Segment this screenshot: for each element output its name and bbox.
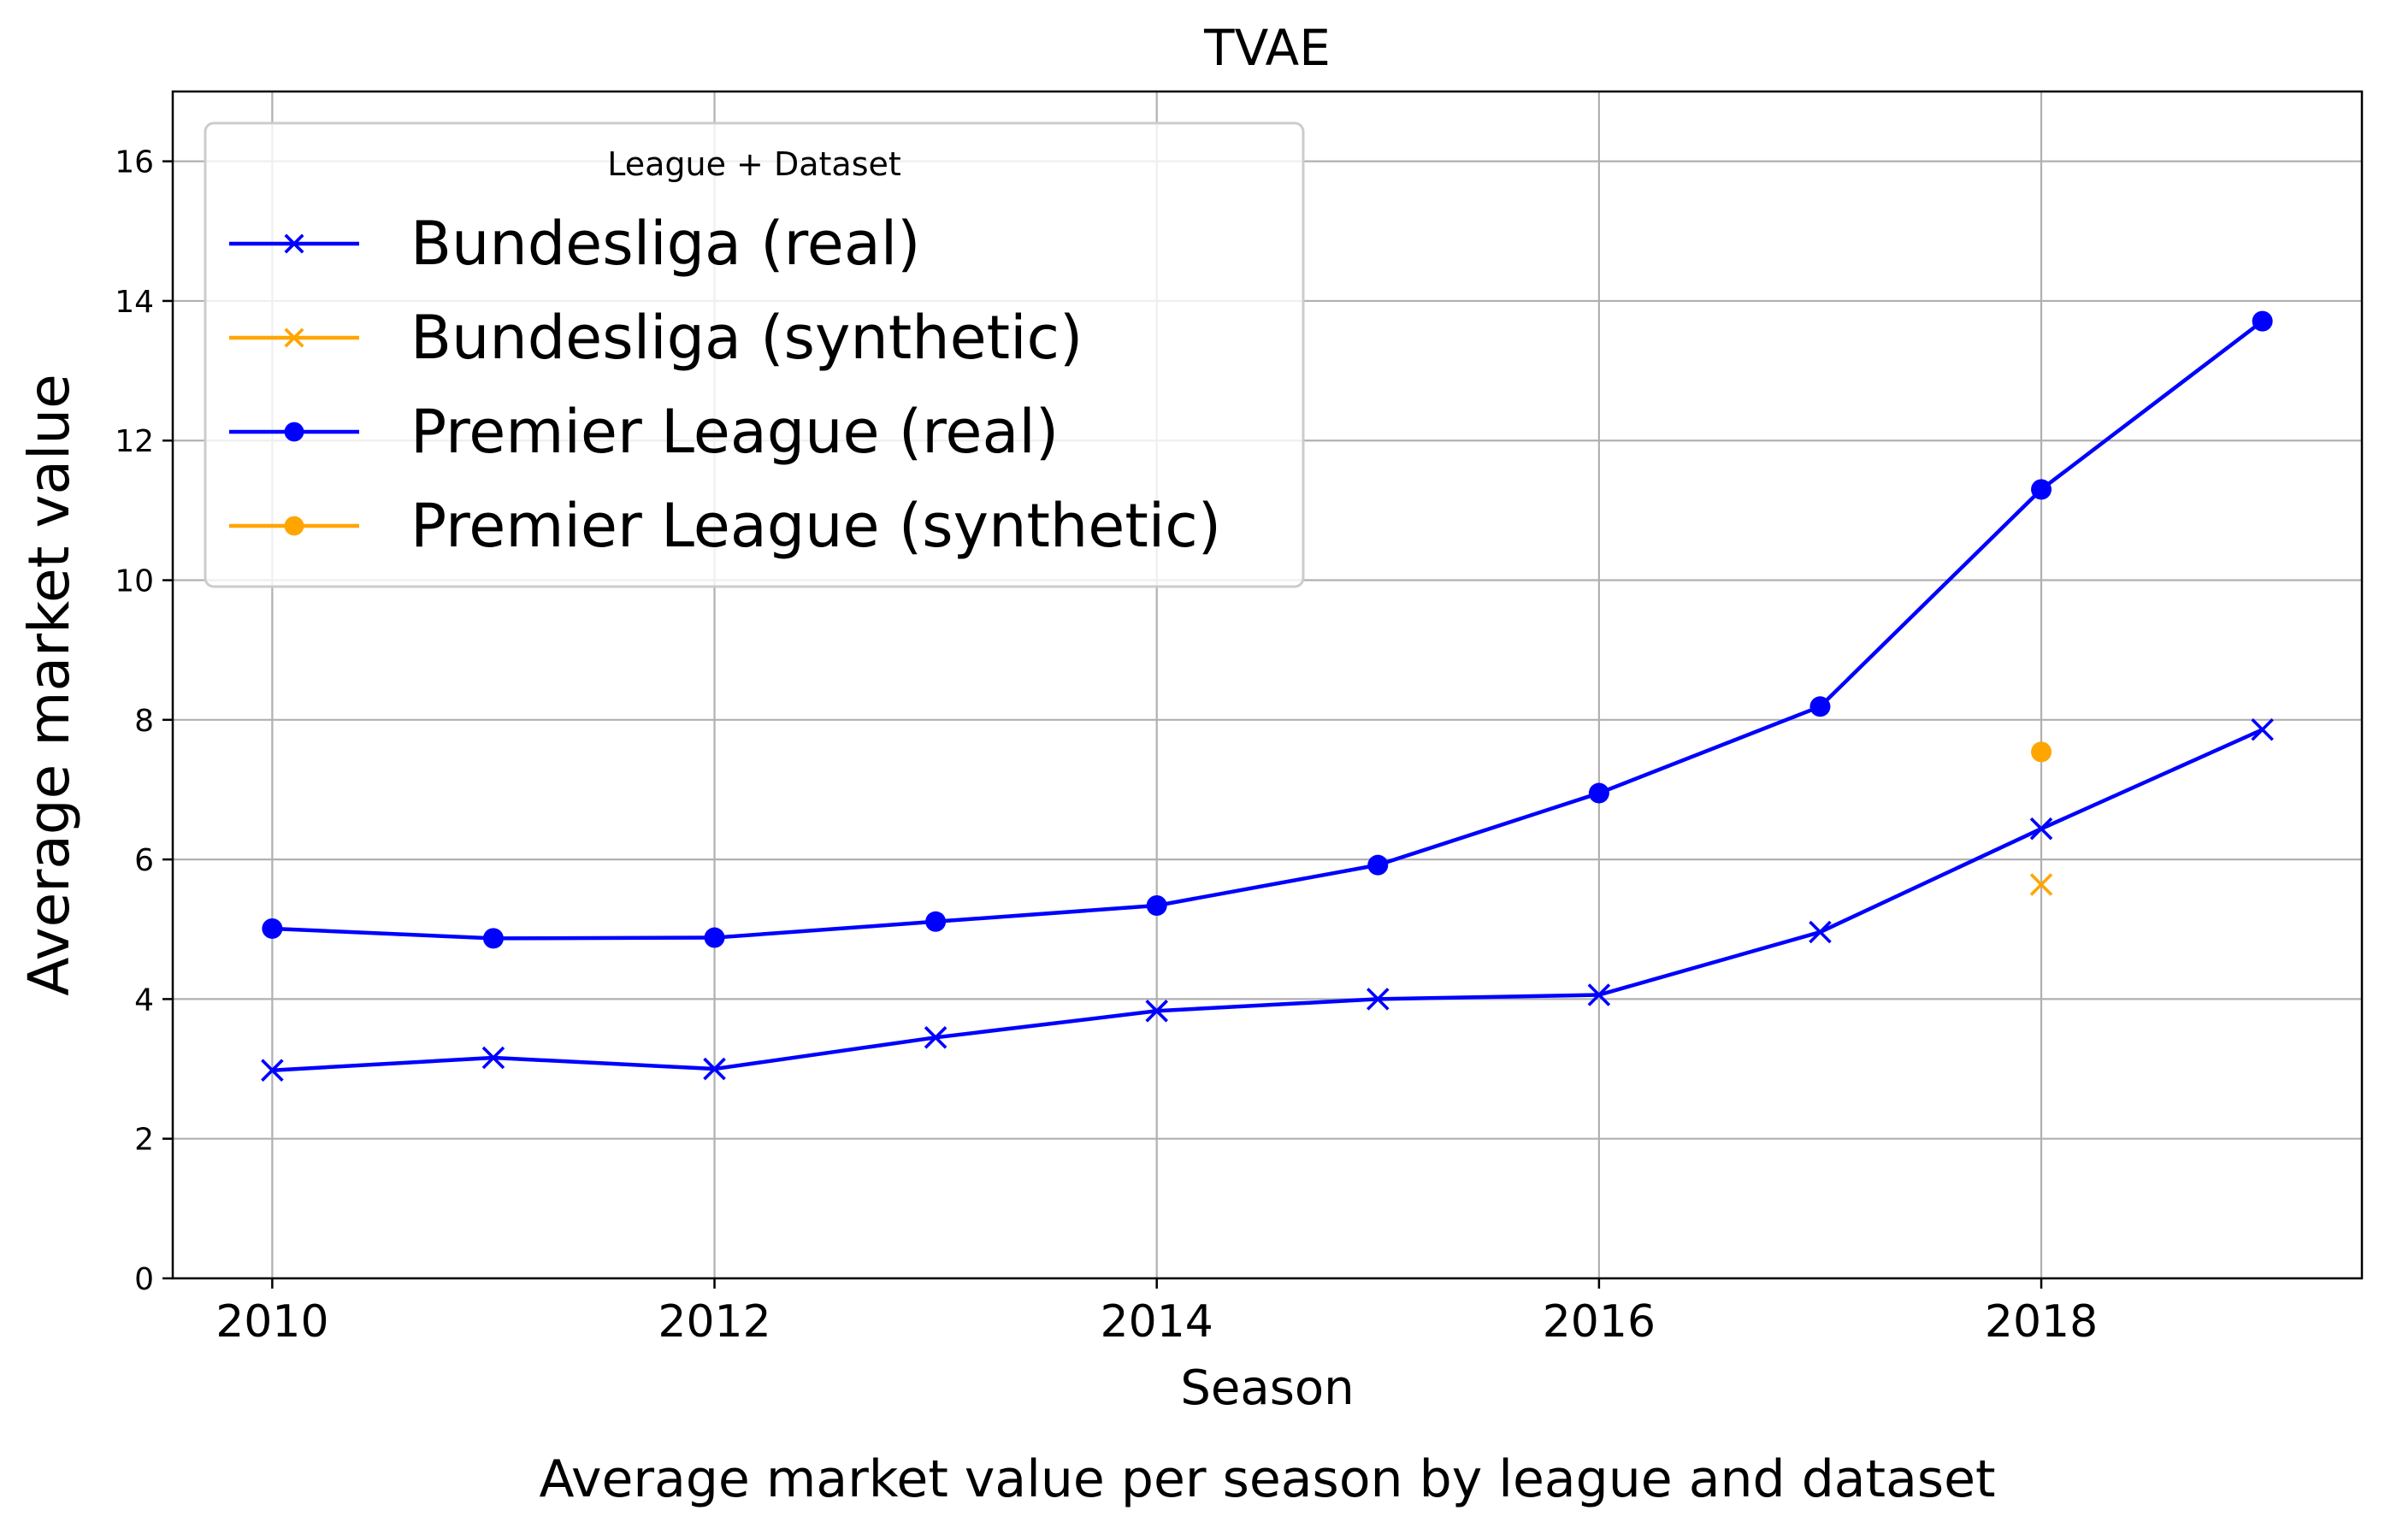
y-tick-label: 0 xyxy=(134,1262,154,1297)
legend: League + Dataset Bundesliga (real)Bundes… xyxy=(204,121,1305,588)
x-tick-label: 2010 xyxy=(215,1296,328,1348)
data-point xyxy=(1809,696,1831,717)
series-line xyxy=(272,728,2264,1072)
data-point xyxy=(1588,782,1609,804)
data-point xyxy=(2029,817,2053,841)
data-point xyxy=(2029,873,2053,896)
legend-entry: Bundesliga (synthetic) xyxy=(229,303,1083,373)
legend-entries: Bundesliga (real) Bundesliga (synthetic) P… xyxy=(229,209,1221,561)
legend-marker-swatch xyxy=(284,422,304,442)
x-axis-label: Season xyxy=(1180,1360,1354,1416)
data-point xyxy=(2031,741,2052,763)
axis-ticks: 2010 2012 2014 2016 2018 0 2 4 6 8 10 12 14 16 xyxy=(115,145,2098,1348)
data-point xyxy=(703,1057,726,1081)
data-point xyxy=(2252,310,2273,332)
series-1 xyxy=(2029,873,2053,896)
y-tick-label: 2 xyxy=(134,1123,154,1158)
data-point xyxy=(2031,479,2052,500)
data-point xyxy=(262,918,283,939)
data-point xyxy=(1146,895,1167,917)
legend-marker-swatch xyxy=(284,516,304,536)
legend-entry: Premier League (synthetic) xyxy=(229,491,1221,561)
legend-entry: Bundesliga (real) xyxy=(229,209,920,279)
data-point xyxy=(1367,854,1389,876)
y-tick-label: 12 xyxy=(115,424,154,459)
y-tick-label: 8 xyxy=(134,704,154,739)
y-tick-label: 4 xyxy=(134,982,154,1018)
series-3 xyxy=(2031,741,2052,763)
data-point xyxy=(2251,717,2274,741)
y-tick-label: 10 xyxy=(115,564,154,599)
series-0 xyxy=(261,717,2274,1082)
data-point xyxy=(704,927,725,948)
legend-title: League + Dataset xyxy=(607,145,901,183)
data-point xyxy=(482,928,504,949)
y-tick-label: 16 xyxy=(115,145,154,180)
data-point xyxy=(925,911,947,932)
legend-label: Premier League (real) xyxy=(410,397,1059,467)
x-tick-label: 2014 xyxy=(1101,1296,1213,1348)
data-point xyxy=(261,1059,284,1082)
x-tick-label: 2018 xyxy=(1985,1296,2098,1348)
series-line xyxy=(272,319,2264,941)
legend-marker-swatch xyxy=(284,327,304,348)
legend-label: Premier League (synthetic) xyxy=(410,491,1221,561)
chart-title: TVAE xyxy=(1203,19,1331,77)
x-tick-label: 2016 xyxy=(1543,1296,1656,1348)
data-point xyxy=(1809,920,1832,944)
y-axis-label: Average market value xyxy=(16,374,82,995)
data-point xyxy=(1367,988,1390,1011)
legend-label: Bundesliga (synthetic) xyxy=(410,303,1083,373)
legend-marker-swatch xyxy=(284,233,304,254)
data-point xyxy=(481,1046,505,1070)
x-tick-label: 2012 xyxy=(658,1296,770,1348)
plot-frame xyxy=(171,90,2364,1280)
series-2 xyxy=(262,310,2273,949)
series-layer xyxy=(261,310,2274,1082)
legend-entry: Premier League (real) xyxy=(229,397,1059,467)
legend-frame xyxy=(204,121,1305,588)
y-tick-label: 6 xyxy=(134,843,154,878)
figure-caption: Average market value per season by leagu… xyxy=(539,1449,1995,1509)
data-point xyxy=(924,1026,948,1049)
data-point xyxy=(1587,983,1611,1006)
data-point xyxy=(1145,1000,1168,1023)
y-tick-label: 14 xyxy=(115,285,154,320)
legend-label: Bundesliga (real) xyxy=(410,209,920,279)
